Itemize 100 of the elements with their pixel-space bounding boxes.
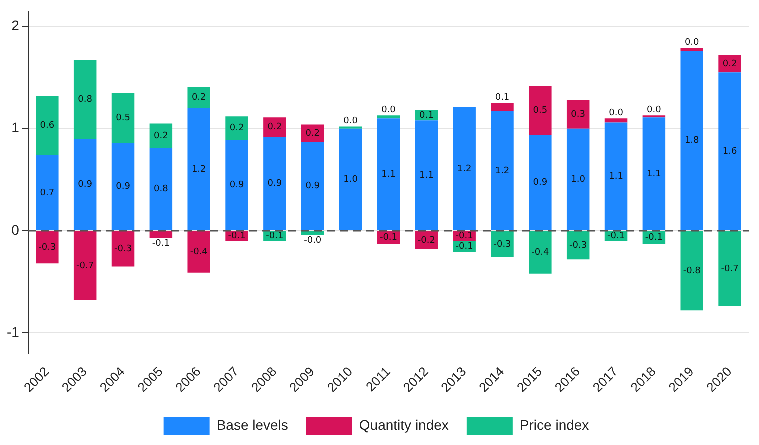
data-label: 0.0 [382,105,396,116]
bar [264,137,286,230]
data-label: 1.8 [684,136,700,146]
bar [453,107,476,230]
data-label: 0.2 [154,131,168,142]
data-label: 1.6 [722,146,738,157]
y-tick-label: 0 [12,222,20,238]
data-label: -0.1 [456,242,474,252]
data-label: -0.1 [456,232,474,242]
bar [339,128,362,230]
bar [150,148,173,230]
bar [150,124,173,148]
data-label: 0.2 [192,93,206,104]
bar [112,143,135,230]
data-label: 0.1 [419,110,434,121]
data-label: 0.8 [154,184,169,195]
data-label: -0.3 [38,242,56,253]
data-label: 1.2 [457,164,472,174]
data-label: 0.9 [116,182,131,192]
data-label: 0.1 [495,93,510,104]
data-label: -0.7 [721,264,739,274]
y-tick-label: 1 [12,120,20,136]
bar [74,60,97,140]
bar [74,139,97,230]
data-label: 0.0 [344,116,358,127]
bar [566,100,590,129]
bar [529,134,552,230]
bar [491,111,514,230]
bar [112,231,135,267]
bar [529,231,552,274]
data-label: 1.1 [382,170,396,180]
data-label: 0.8 [78,95,93,106]
bar [491,231,514,258]
data-label: 0.6 [40,121,55,132]
data-label: 0.7 [40,188,55,198]
bar [74,231,97,300]
data-label: -0.1 [152,238,170,249]
data-label: -0.0 [304,236,322,246]
bar [302,142,324,230]
bar [36,231,59,264]
data-label: 0.2 [230,124,244,134]
data-label: -0.3 [570,240,588,251]
bar [188,231,210,273]
bar [188,108,210,230]
data-label: 1.1 [419,170,434,181]
data-label: 0.5 [533,106,548,116]
data-label: 0.0 [647,105,662,116]
data-label: 0.9 [78,180,93,190]
data-label: 1.0 [344,175,358,185]
data-label: 0.3 [571,110,586,120]
data-label: 0.0 [684,38,700,48]
bar [302,231,324,236]
data-label: 1.1 [609,172,624,182]
bar [680,51,704,230]
data-label: -0.1 [645,233,663,244]
bar [377,118,400,230]
bar [604,122,628,230]
data-label: -0.3 [494,240,512,250]
data-label: 0.2 [722,59,738,70]
bar [566,231,590,260]
bar [604,118,628,123]
data-label: 0.9 [533,178,548,188]
y-tick-label: 2 [12,18,20,34]
data-label: -0.3 [114,244,132,254]
bar [226,140,248,230]
legend-label: Price index [520,416,590,433]
bar [112,93,135,144]
bar [718,231,742,307]
bar [264,118,286,138]
bar [566,128,590,230]
data-label: -0.4 [190,248,208,258]
bar [491,103,514,112]
legend-label: Base levels [216,416,288,433]
bar [188,86,210,108]
data-label: 1.2 [192,164,206,175]
data-label: -0.2 [418,236,436,246]
data-label: 0.9 [306,182,320,192]
y-tick-label: -1 [6,324,20,340]
data-label: 0.2 [268,122,282,133]
bar [415,120,438,230]
bar [377,116,400,119]
data-label: -0.1 [228,232,246,242]
data-label: -0.1 [380,233,398,244]
bar [642,118,666,230]
data-label: 0.0 [609,108,624,118]
data-label: 1.1 [647,169,662,180]
data-label: -0.7 [76,261,94,272]
bar [226,116,248,140]
bar [680,231,704,311]
bar [680,48,704,52]
data-label: -0.1 [607,232,626,242]
data-label: 1.2 [495,166,510,176]
bar [36,96,59,156]
data-label: 0.2 [306,128,320,139]
bar [718,72,742,230]
bar [36,155,59,230]
legend-label: Quantity index [359,416,449,433]
bar [150,231,173,238]
data-label: 0.9 [230,180,244,191]
data-label: 0.5 [116,113,130,124]
